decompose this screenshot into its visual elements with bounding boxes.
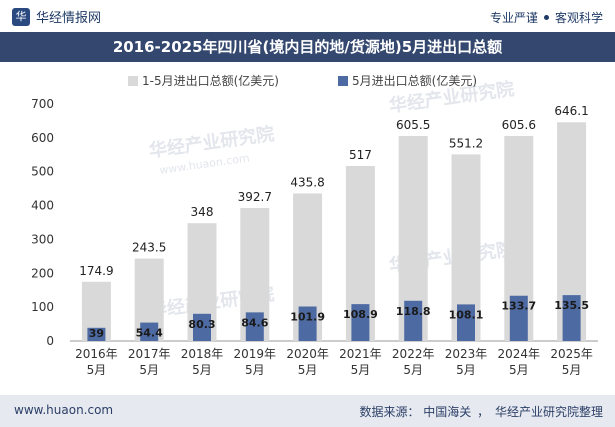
bar-may [298, 306, 317, 341]
source-1: 中国海关 [423, 405, 472, 419]
data-label-may: 118.8 [396, 305, 431, 318]
footer-website: www.huaon.com [14, 403, 114, 417]
x-tick-label-month: 5月 [509, 363, 529, 377]
bar-may [562, 295, 581, 341]
data-label-total: 435.8 [290, 175, 324, 189]
data-label-total: 348 [191, 205, 214, 219]
x-tick-label-month: 5月 [351, 363, 371, 377]
bar-may [87, 327, 106, 341]
x-tick-label-year: 2017年 [128, 347, 171, 361]
brand: 华 华经情报网 [12, 7, 101, 26]
x-tick-label-month: 5月 [87, 363, 107, 377]
data-label-may: 108.1 [449, 308, 484, 321]
data-label-may: 54.4 [136, 327, 163, 340]
source-label: 数据来源： [359, 405, 420, 419]
y-tick-label: 600 [31, 131, 54, 145]
y-tick-label: 0 [46, 334, 54, 348]
y-tick-label: 200 [31, 266, 54, 280]
data-label-total: 551.2 [449, 136, 483, 150]
x-tick-label-month: 5月 [192, 363, 212, 377]
data-label-may: 80.3 [188, 318, 215, 331]
bar-may [457, 304, 475, 341]
slogan-left: 专业严谨 [489, 11, 538, 25]
data-label-may: 133.7 [501, 300, 536, 313]
x-tick-label-month: 5月 [456, 363, 476, 377]
bar-may [404, 300, 423, 341]
legend-label-total: 1-5月进出口总额(亿美元) [142, 73, 279, 88]
y-tick-label: 500 [31, 165, 54, 179]
source-2: 华经产业研究院整理 [494, 405, 603, 419]
x-tick-label-year: 2023年 [445, 347, 488, 361]
data-label-total: 646.1 [554, 104, 588, 118]
x-tick-label-month: 5月 [403, 363, 423, 377]
legend-swatch-may [338, 76, 348, 86]
x-tick-label-month: 5月 [562, 363, 582, 377]
bar-may [140, 322, 159, 341]
legend-swatch-total [128, 76, 138, 86]
x-tick-label-year: 2025年 [550, 347, 593, 361]
y-tick-label: 300 [31, 232, 54, 246]
data-label-total: 605.6 [502, 118, 536, 132]
legend-label-may: 5月进出口总额(亿美元) [352, 73, 477, 88]
data-label-total: 605.5 [396, 118, 430, 132]
bar-chart: 华经产业研究院www.huaon.com华经产业研究院华经产业研究院华经产业研究… [31, 73, 598, 377]
y-tick-label: 400 [31, 199, 54, 213]
brand-logo-icon: 华 [12, 7, 30, 26]
data-label-may: 84.6 [241, 316, 268, 329]
bullet-icon [543, 15, 549, 20]
slogan-right: 客观科学 [554, 11, 603, 25]
x-tick-label-year: 2019年 [234, 347, 277, 361]
data-label-may: 108.9 [343, 308, 378, 321]
data-label-may: 135.5 [554, 299, 589, 312]
data-label-may: 101.9 [290, 310, 325, 323]
x-tick-label-year: 2021年 [339, 347, 382, 361]
y-tick-label: 700 [31, 97, 54, 111]
data-label-may: 39 [89, 327, 104, 340]
x-tick-label-month: 5月 [245, 363, 265, 377]
data-label-total: 174.9 [79, 264, 113, 278]
data-label-total: 243.5 [132, 241, 166, 255]
x-tick-label-year: 2016年 [75, 347, 118, 361]
x-tick-label-month: 5月 [139, 363, 159, 377]
footer-source: 数据来源： 中国海关 ， 华经产业研究院整理 [359, 405, 603, 419]
bar-may [351, 304, 370, 341]
data-label-total: 392.7 [238, 190, 272, 204]
data-label-total: 517 [349, 148, 372, 162]
bar-may [193, 313, 211, 341]
chart-title: 2016-2025年四川省(境内目的地/货源地)5月进出口总额 [0, 32, 615, 62]
y-tick-label: 100 [31, 300, 54, 314]
bar-may [245, 312, 264, 341]
x-tick-label-year: 2024年 [498, 347, 541, 361]
top-bar: 华 华经情报网 专业严谨 客观科学 [0, 0, 615, 32]
brand-name: 华经情报网 [36, 11, 102, 26]
slogan: 专业严谨 客观科学 [490, 9, 603, 26]
footer: www.huaon.com 数据来源： 中国海关 ， 华经产业研究院整理 [0, 395, 615, 427]
x-tick-label-year: 2018年 [181, 347, 224, 361]
x-tick-label-month: 5月 [298, 363, 318, 377]
x-tick-label-year: 2022年 [392, 347, 435, 361]
x-tick-label-year: 2020年 [286, 347, 329, 361]
bar-may [509, 295, 528, 341]
